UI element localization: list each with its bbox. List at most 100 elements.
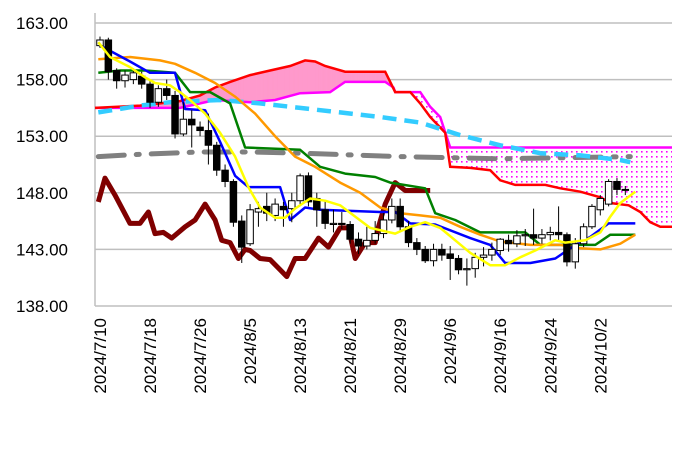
candle	[413, 238, 421, 256]
candle	[371, 221, 379, 244]
candle-body	[338, 222, 346, 225]
candle-body	[479, 254, 488, 258]
candle	[296, 173, 304, 205]
indicator-lines	[95, 43, 636, 280]
candle-body	[179, 118, 188, 135]
candle	[554, 206, 563, 241]
x-tick-label: 2024/9/24	[541, 318, 560, 394]
candle-body	[121, 74, 129, 82]
candle	[438, 243, 446, 261]
candle	[187, 110, 196, 148]
y-tick-label: 158.00	[16, 71, 68, 90]
x-tick-label: 2024/8/13	[291, 318, 310, 394]
x-tick-label: 2024/8/5	[241, 318, 260, 384]
candle	[196, 121, 204, 137]
candle-body	[379, 219, 388, 235]
x-tick-label: 2024/7/10	[91, 318, 110, 394]
candle-body	[529, 234, 538, 239]
x-tick-label: 2024/7/26	[191, 318, 210, 394]
candle-body	[162, 88, 171, 96]
candle	[263, 192, 271, 222]
ma-very-long-line	[95, 149, 633, 162]
candle-body	[171, 94, 179, 135]
y-tick-label: 148.00	[16, 184, 68, 203]
candle	[379, 213, 388, 239]
candle	[179, 102, 188, 137]
candle	[479, 247, 488, 267]
candle-body	[187, 118, 196, 126]
candle-body	[504, 239, 513, 245]
candle-body	[463, 268, 471, 271]
candle	[463, 258, 471, 286]
x-tick-label: 2024/7/18	[141, 318, 160, 394]
candle-body	[346, 223, 354, 240]
y-tick-label: 138.00	[16, 297, 68, 316]
candle-body	[196, 126, 204, 132]
candle-body	[296, 175, 304, 202]
candle-body	[521, 234, 529, 237]
candle-body	[438, 248, 446, 256]
candle	[279, 201, 288, 227]
candle-body	[246, 209, 254, 245]
candle	[154, 85, 163, 107]
candle	[329, 209, 338, 233]
candle-body	[321, 209, 329, 224]
candle	[229, 179, 238, 227]
candle	[504, 234, 513, 252]
x-tick-label: 2024/9/6	[441, 318, 460, 384]
candle-body	[563, 234, 571, 263]
candle	[488, 242, 496, 261]
candle-body	[254, 208, 263, 213]
candle-body	[212, 144, 221, 171]
x-tick-label: 2024/10/2	[591, 318, 610, 394]
candle-body	[429, 248, 438, 262]
candle-body	[371, 233, 379, 241]
x-tick-label: 2024/8/29	[391, 318, 410, 394]
y-tick-label: 163.00	[16, 14, 68, 33]
candle	[513, 230, 521, 248]
candle-body	[146, 83, 154, 103]
candle-body	[154, 88, 163, 103]
candle	[579, 223, 588, 248]
y-tick-label: 143.00	[16, 240, 68, 259]
candle-body	[129, 72, 138, 81]
candle	[146, 79, 154, 108]
candle-body	[571, 243, 580, 263]
y-tick-label: 153.00	[16, 127, 68, 146]
candle	[604, 179, 613, 207]
candle	[346, 221, 354, 244]
candle	[538, 229, 546, 244]
x-axis-labels: 2024/7/10 2024/7/18 2024/7/26 2024/8/5 2024/…	[91, 318, 610, 394]
kijun-line	[98, 69, 636, 247]
candle	[446, 246, 454, 280]
candle	[613, 178, 621, 196]
x-tick-label: 2024/9/16	[491, 318, 510, 394]
candle-body	[496, 238, 504, 252]
candle	[121, 70, 129, 88]
candle	[246, 204, 254, 247]
candle-body	[304, 175, 313, 203]
candle	[396, 198, 404, 233]
ma-long-line	[97, 97, 631, 165]
candle-body	[221, 169, 229, 182]
candle	[321, 200, 329, 230]
candle-body	[446, 253, 454, 259]
candle-body	[621, 188, 630, 191]
candle-body	[454, 257, 463, 271]
candle	[404, 221, 413, 248]
candle-body	[554, 231, 563, 236]
ma-short-line	[97, 41, 637, 267]
candle	[529, 208, 538, 245]
candle-body	[596, 197, 605, 211]
candle-body	[604, 180, 613, 205]
candle	[596, 195, 605, 216]
candle	[112, 68, 121, 89]
candle	[571, 238, 580, 269]
tenkan-line	[97, 43, 636, 265]
candle-body	[579, 226, 588, 245]
candle-body	[613, 180, 621, 190]
candle-body	[538, 234, 546, 239]
candle	[429, 243, 438, 267]
candle	[354, 232, 363, 254]
